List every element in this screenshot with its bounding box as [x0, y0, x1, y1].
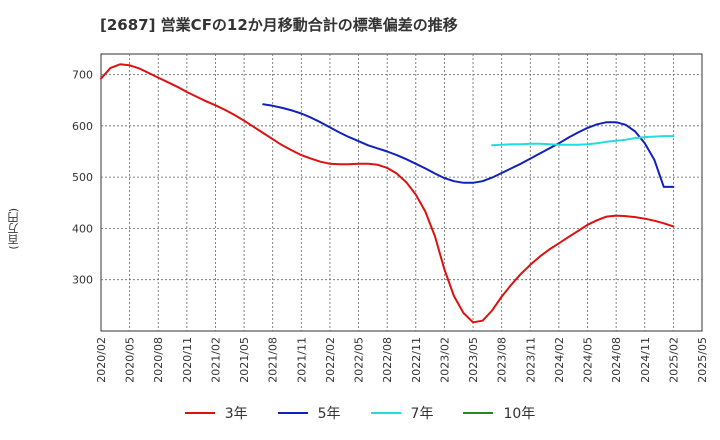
legend-item: 3年 [184, 403, 248, 423]
legend-swatch [370, 412, 401, 414]
x-tick-label: 2024/08 [610, 337, 623, 383]
x-tick-label: 2024/05 [582, 337, 595, 383]
x-tick-label: 2023/08 [496, 337, 509, 383]
x-tick-label: 2022/11 [410, 337, 423, 383]
legend-label: 3年 [224, 406, 248, 422]
legend-swatch [463, 412, 494, 414]
x-tick-label: 2021/08 [267, 337, 280, 383]
x-tick-label: 2022/08 [381, 337, 394, 383]
x-tick-label: 2020/08 [152, 337, 165, 383]
legend-label: 10年 [503, 406, 536, 422]
series-line-5年 [262, 103, 675, 188]
x-tick-label: 2022/05 [353, 337, 366, 383]
legend-item: 10年 [463, 403, 535, 423]
x-tick-label: 2024/02 [553, 337, 566, 383]
x-tick-label: 2023/02 [438, 337, 451, 383]
series-line-3年 [100, 63, 675, 324]
legend-swatch [277, 412, 308, 414]
x-tick-label: 2021/05 [238, 337, 251, 383]
legend: 3年 5年 7年 10年 [0, 403, 720, 423]
y-tick-label: 600 [72, 120, 93, 133]
legend-label: 5年 [317, 406, 341, 422]
x-tick-label: 2020/02 [95, 337, 108, 383]
chart-title: [2687] 営業CFの12か月移動合計の標準偏差の推移 [100, 16, 458, 34]
x-tick-label: 2022/02 [324, 337, 337, 383]
x-tick-label: 2025/02 [667, 337, 680, 383]
legend-item: 5年 [277, 403, 341, 423]
x-tick-label: 2023/05 [467, 337, 480, 383]
plot-area [100, 53, 703, 332]
series-line-7年 [491, 135, 675, 147]
y-tick-label: 400 [72, 222, 93, 235]
x-tick-label: 2020/11 [181, 337, 194, 383]
x-tick-label: 2024/11 [639, 337, 652, 383]
legend-item: 7年 [370, 403, 434, 423]
x-tick-label: 2025/05 [696, 337, 709, 383]
y-tick-label: 500 [72, 171, 93, 184]
x-tick-label: 2021/11 [295, 337, 308, 383]
x-tick-label: 2021/02 [209, 337, 222, 383]
y-tick-label: 300 [72, 274, 93, 287]
legend-label: 7年 [410, 406, 434, 422]
x-tick-label: 2020/05 [124, 337, 137, 383]
legend-swatch [184, 412, 215, 414]
y-tick-label: 700 [72, 69, 93, 82]
x-tick-label: 2023/11 [524, 337, 537, 383]
